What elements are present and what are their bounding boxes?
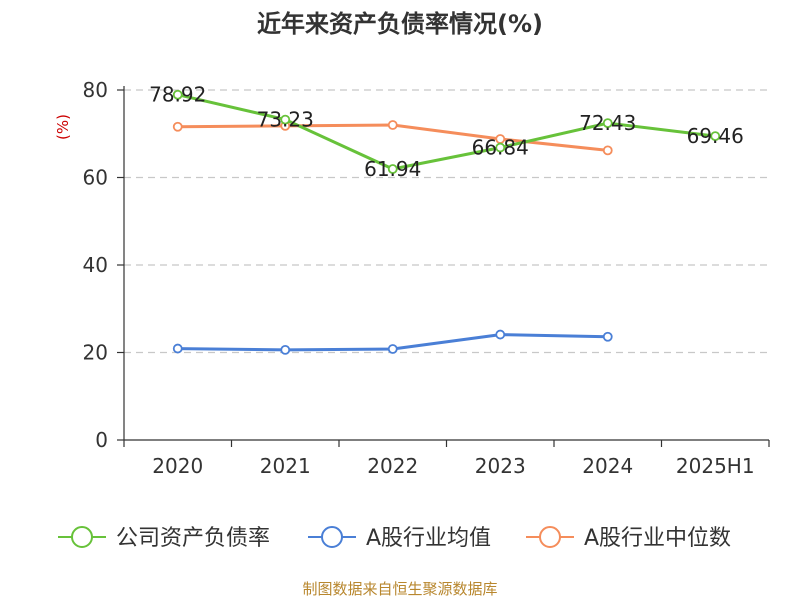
data-label: 69.46 xyxy=(687,124,744,148)
data-label: 73.23 xyxy=(257,108,314,132)
data-label: 66.84 xyxy=(472,136,529,160)
x-tick-label: 2020 xyxy=(152,454,203,478)
y-tick-label: 20 xyxy=(83,341,108,365)
data-point xyxy=(172,343,183,354)
axis-layer: 0 20 40 60 80 2020 2021 2022 2023 2024 2025H1 xyxy=(83,78,770,478)
chart-title: 近年来资产负债率情况(%) xyxy=(257,10,543,38)
y-axis-unit-label: (%) xyxy=(54,114,72,140)
x-tick-label: 2024 xyxy=(582,454,633,478)
y-tick-label: 40 xyxy=(83,253,108,277)
data-point xyxy=(280,344,291,355)
data-point xyxy=(387,344,398,354)
series-line xyxy=(177,93,716,171)
data-point xyxy=(602,145,613,156)
data-label-layer: 78.92 73.23 61.94 66.84 72.43 69.46 xyxy=(149,83,744,181)
grid-layer xyxy=(124,89,769,354)
data-point xyxy=(710,131,721,142)
legend-label: A股行业均值 xyxy=(366,526,491,551)
data-point xyxy=(602,331,613,342)
x-tick-label: 2022 xyxy=(367,454,418,478)
data-point xyxy=(602,118,613,129)
y-tick-label: 80 xyxy=(83,78,108,102)
series-2 xyxy=(172,120,613,156)
y-tick-label: 60 xyxy=(83,166,108,190)
data-label: 78.92 xyxy=(149,83,206,107)
legend-label: 公司资产负债率 xyxy=(116,526,270,551)
data-point xyxy=(495,329,506,340)
data-label: 61.94 xyxy=(364,157,421,181)
data-point xyxy=(387,164,398,174)
data-point xyxy=(495,142,506,153)
data-point xyxy=(172,121,183,132)
data-point xyxy=(172,89,183,100)
x-tick-label: 2021 xyxy=(260,454,311,478)
x-tick-label: 2023 xyxy=(475,454,526,478)
series-0 xyxy=(172,89,721,174)
x-tick-label: 2025H1 xyxy=(676,454,755,478)
data-point xyxy=(280,114,291,125)
legend-item-1: A股行业均值 xyxy=(308,526,491,551)
legend-marker xyxy=(321,526,343,548)
legend-marker xyxy=(71,526,93,548)
y-tick-label: 0 xyxy=(95,428,108,452)
source-note: 制图数据来自恒生聚源数据库 xyxy=(302,580,497,598)
series-1 xyxy=(172,329,613,355)
legend-marker xyxy=(539,526,561,548)
data-point xyxy=(387,120,398,130)
legend-item-2: A股行业中位数 xyxy=(526,526,731,551)
legend: 公司资产负债率 A股行业均值 A股行业中位数 xyxy=(58,526,731,551)
legend-label: A股行业中位数 xyxy=(584,526,731,551)
series-layer xyxy=(172,89,721,355)
legend-item-0: 公司资产负债率 xyxy=(58,526,270,551)
data-label: 72.43 xyxy=(579,111,636,135)
